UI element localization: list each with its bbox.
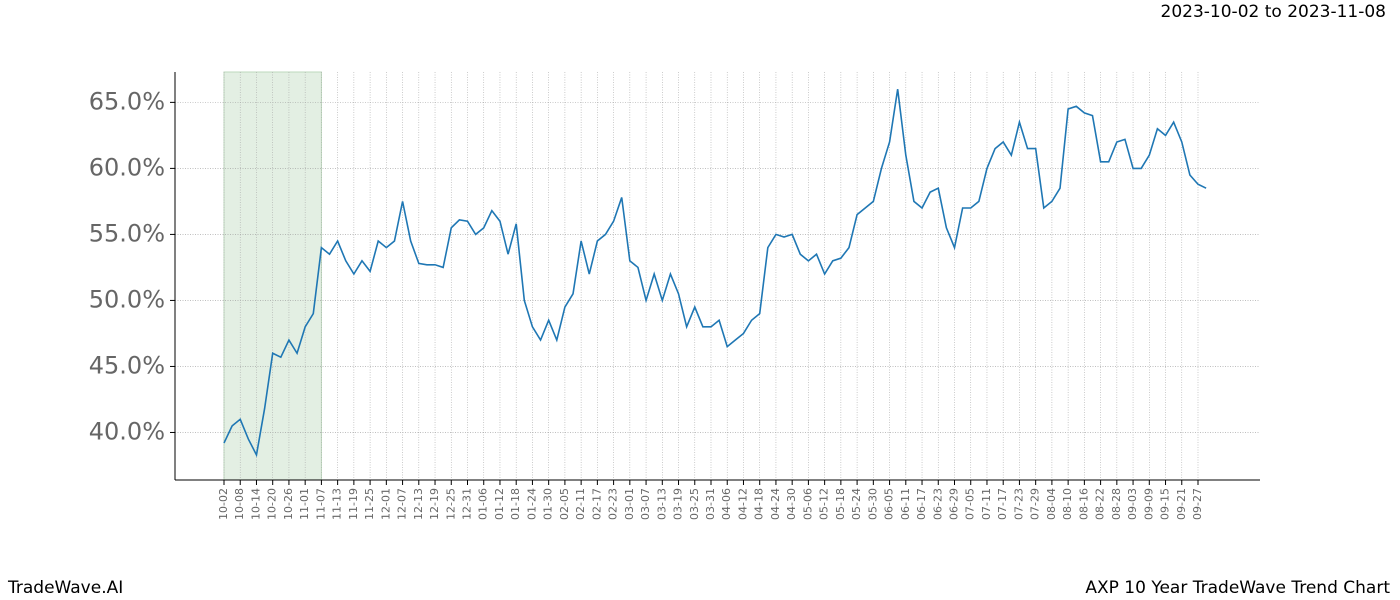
x-tick-label: 11-01: [298, 488, 311, 520]
x-tick-label: 04-24: [769, 488, 782, 520]
x-tick-label: 06-05: [883, 488, 896, 520]
x-tick-label: 02-05: [558, 488, 571, 520]
footer-left: TradeWave.AI: [7, 578, 123, 598]
x-tick-label: 05-18: [834, 488, 847, 520]
x-tick-label: 08-16: [1077, 488, 1090, 520]
x-tick-label: 07-05: [964, 488, 977, 520]
x-tick-label: 08-04: [1045, 488, 1058, 520]
x-tick-label: 12-07: [396, 488, 409, 520]
x-tick-label: 01-24: [525, 488, 538, 520]
x-tick-label: 04-18: [753, 488, 766, 520]
highlight-region: [223, 71, 322, 481]
x-tick-label: 11-13: [331, 488, 344, 520]
x-tick-label: 03-19: [672, 488, 685, 520]
x-tick-label: 10-02: [217, 488, 230, 520]
x-tick-label: 10-14: [249, 488, 262, 520]
x-tick-label: 11-19: [347, 488, 360, 520]
x-tick-label: 02-11: [574, 488, 587, 520]
x-tick-label: 12-25: [444, 488, 457, 520]
x-tick-label: 08-22: [1094, 488, 1107, 520]
x-tick-label: 06-23: [931, 488, 944, 520]
x-tick-label: 09-21: [1175, 488, 1188, 520]
x-tick-label: 12-31: [461, 488, 474, 520]
x-tick-label: 10-26: [282, 488, 295, 520]
x-tick-label: 09-27: [1191, 488, 1204, 520]
y-tick-label: 60.0%: [89, 153, 165, 181]
x-tick-label: 06-29: [948, 488, 961, 520]
x-tick-label: 03-07: [639, 488, 652, 520]
x-tick-label: 09-15: [1159, 488, 1172, 520]
x-tick-label: 01-06: [477, 488, 490, 520]
x-tick-label: 04-12: [736, 488, 749, 520]
y-tick-label: 65.0%: [89, 87, 165, 115]
y-tick-label: 55.0%: [89, 219, 165, 247]
x-tick-label: 08-10: [1061, 488, 1074, 520]
x-tick-label: 05-30: [866, 488, 879, 520]
x-tick-label: 08-28: [1110, 488, 1123, 520]
x-tick-label: 11-25: [363, 488, 376, 520]
x-tick-label: 12-19: [428, 488, 441, 520]
y-tick-label: 45.0%: [89, 351, 165, 379]
x-tick-label: 04-30: [785, 488, 798, 520]
x-tick-label: 05-12: [818, 488, 831, 520]
x-tick-label: 07-23: [1012, 488, 1025, 520]
x-tick-label: 10-20: [266, 488, 279, 520]
x-tick-label: 11-07: [314, 488, 327, 520]
x-tick-label: 03-31: [704, 488, 717, 520]
x-tick-label: 05-06: [801, 488, 814, 520]
y-tick-label: 50.0%: [89, 285, 165, 313]
x-tick-label: 02-17: [590, 488, 603, 520]
x-tick-label: 07-29: [1029, 488, 1042, 520]
x-tick-label: 07-17: [996, 488, 1009, 520]
x-tick-label: 09-03: [1126, 488, 1139, 520]
chart-title: 2023-10-02 to 2023-11-08: [1161, 2, 1386, 22]
x-tick-label: 10-08: [233, 488, 246, 520]
x-tick-label: 07-11: [980, 488, 993, 520]
x-tick-label: 12-13: [412, 488, 425, 520]
x-tick-label: 05-24: [850, 488, 863, 520]
x-tick-label: 12-01: [379, 488, 392, 520]
x-tick-label: 01-30: [542, 488, 555, 520]
x-tick-label: 03-25: [688, 488, 701, 520]
x-tick-label: 04-06: [720, 488, 733, 520]
x-tick-label: 03-13: [655, 488, 668, 520]
x-tick-label: 01-18: [509, 488, 522, 520]
y-tick-label: 40.0%: [89, 417, 165, 445]
x-tick-label: 03-01: [623, 488, 636, 520]
x-tick-label: 01-12: [493, 488, 506, 520]
x-tick-label: 06-17: [915, 488, 928, 520]
x-tick-label: 09-09: [1142, 488, 1155, 520]
x-tick-label: 06-11: [899, 488, 912, 520]
trend-line: [223, 89, 1207, 458]
x-tick-label: 02-23: [607, 488, 620, 520]
footer-right: AXP 10 Year TradeWave Trend Chart: [1085, 578, 1390, 598]
